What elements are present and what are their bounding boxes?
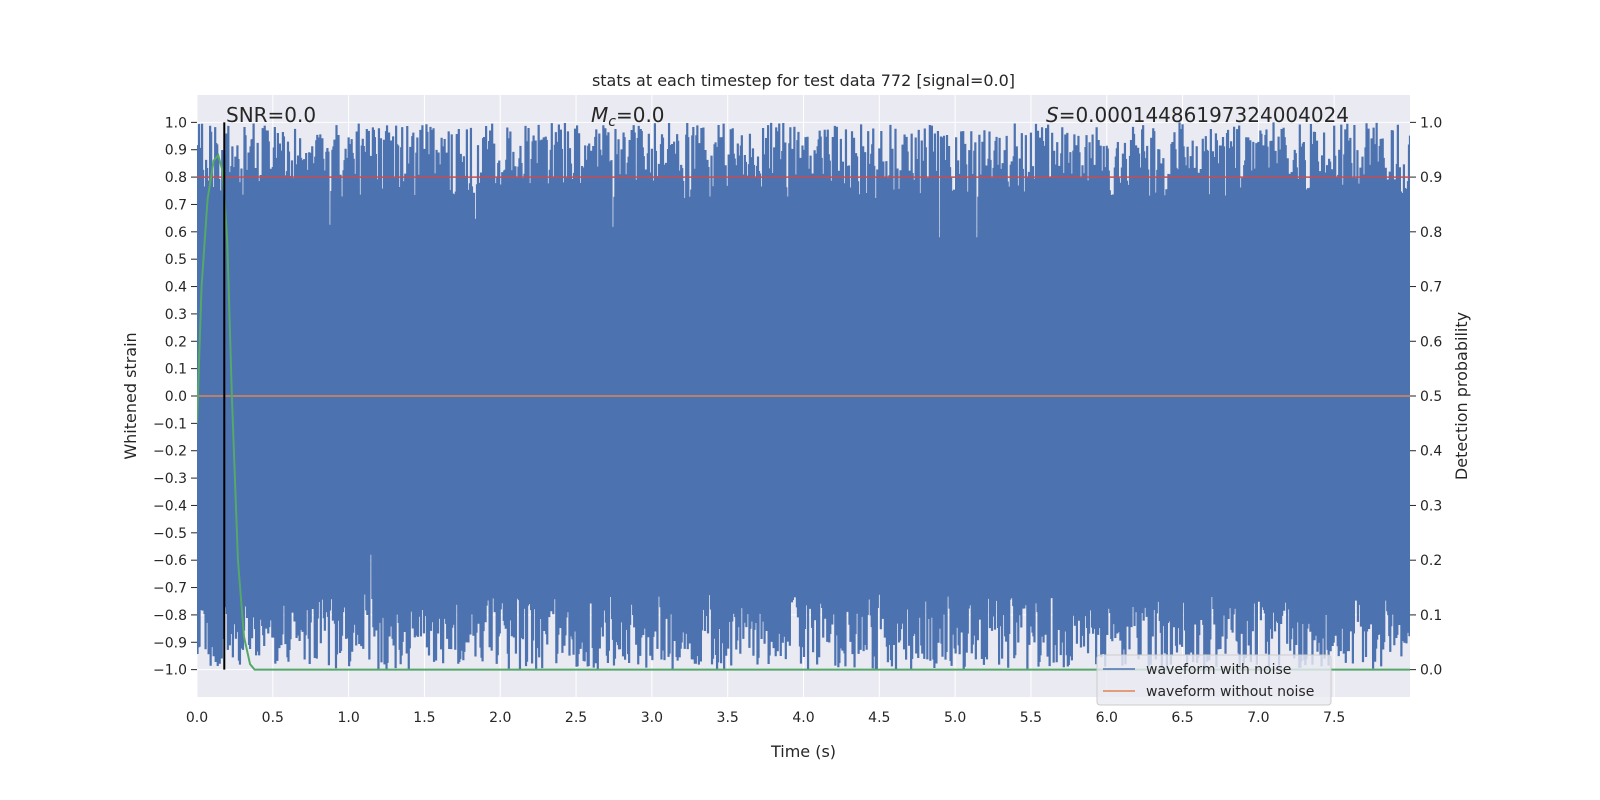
y-right-tick-label: 0.4 <box>1420 444 1442 460</box>
y-left-tick-label: −0.6 <box>153 553 187 569</box>
y-right-tick-label: 0.9 <box>1420 170 1442 186</box>
x-tick-label: 6.5 <box>1171 710 1193 726</box>
y-left-tick-label: −0.2 <box>153 444 187 460</box>
y-left-tick-label: −0.1 <box>153 416 187 432</box>
y-left-tick-label: 0.2 <box>165 334 187 350</box>
y-left-tick-label: −1.0 <box>153 663 187 679</box>
y-right-tick-label: 0.8 <box>1420 225 1442 241</box>
y-left-tick-label: 0.0 <box>165 389 187 405</box>
y-left-tick-label: 0.6 <box>165 225 187 241</box>
y-right-tick-label: 0.7 <box>1420 280 1442 296</box>
legend-box <box>1096 654 1332 706</box>
y-right-tick-label: 0.0 <box>1420 663 1442 679</box>
y-right-tick-label: 1.0 <box>1420 115 1442 131</box>
legend-label-waveform-without-noise: waveform without noise <box>1146 684 1314 700</box>
s-value: =0.00014486197324004024 <box>1059 103 1349 127</box>
y-left-tick-label: 0.3 <box>165 307 187 323</box>
y-axis-left-label: Whitened strain <box>121 332 140 459</box>
x-tick-label: 5.0 <box>944 710 966 726</box>
y-left-tick-label: 0.5 <box>165 252 187 268</box>
mc-subscript: c <box>608 114 616 130</box>
x-tick-label: 5.5 <box>1020 710 1042 726</box>
y-left-tick-label: 0.8 <box>165 170 187 186</box>
x-tick-label: 6.0 <box>1096 710 1118 726</box>
series-layer <box>197 122 1410 671</box>
chart-title: stats at each timestep for test data 772… <box>592 71 1015 90</box>
y-left-tick-label: −0.4 <box>153 498 187 514</box>
y-axis-right-label: Detection probability <box>1452 312 1471 480</box>
y-left-tick-label: 0.9 <box>165 143 187 159</box>
y-left-tick-label: 1.0 <box>165 115 187 131</box>
y-right-tick-label: 0.6 <box>1420 334 1442 350</box>
legend: waveform with noise waveform without noi… <box>1096 654 1332 706</box>
x-axis-label: Time (s) <box>770 742 836 761</box>
detection-probability-line <box>197 153 1410 671</box>
chirp-mass-annotation: Mc=0.0 <box>591 103 665 130</box>
y-left-tick-label: 0.4 <box>165 280 187 296</box>
x-tick-label: 4.0 <box>792 710 814 726</box>
y-left-tick-label: −0.3 <box>153 471 187 487</box>
y-left-tick-label: 0.7 <box>165 197 187 213</box>
x-tick-label: 4.5 <box>868 710 890 726</box>
y-right-tick-label: 0.2 <box>1420 553 1442 569</box>
s-annotation: S=0.00014486197324004024 <box>1046 103 1349 127</box>
x-tick-label: 2.5 <box>565 710 587 726</box>
y-left-tick-label: 0.1 <box>165 362 187 378</box>
ticks-layer: 0.0 0.5 1.0 1.5 2.0 2.5 3.0 3.5 4.0 4.5 5.0 5.5 6.0 6… <box>153 115 1442 726</box>
y-left-tick-label: −0.8 <box>153 608 187 624</box>
x-tick-label: 3.5 <box>717 710 739 726</box>
x-tick-label: 1.0 <box>337 710 359 726</box>
x-tick-label: 0.5 <box>262 710 284 726</box>
y-left-tick-label: −0.9 <box>153 635 187 651</box>
snr-annotation: SNR=0.0 <box>226 103 316 127</box>
s-symbol: S <box>1046 103 1059 127</box>
x-tick-label: 7.5 <box>1323 710 1345 726</box>
y-left-tick-label: −0.5 <box>153 526 187 542</box>
y-left-tick-label: −0.7 <box>153 581 187 597</box>
x-tick-label: 3.0 <box>641 710 663 726</box>
x-tick-label: 0.0 <box>186 710 208 726</box>
x-tick-label: 2.0 <box>489 710 511 726</box>
waveform-with-noise-line <box>197 122 1410 670</box>
y-right-tick-label: 0.3 <box>1420 498 1442 514</box>
mc-symbol: M <box>591 103 608 127</box>
x-tick-label: 1.5 <box>413 710 435 726</box>
legend-label-waveform-with-noise: waveform with noise <box>1146 662 1291 678</box>
y-right-tick-label: 0.5 <box>1420 389 1442 405</box>
mc-value: =0.0 <box>616 103 665 127</box>
x-tick-label: 7.0 <box>1247 710 1269 726</box>
y-right-tick-label: 0.1 <box>1420 608 1442 624</box>
